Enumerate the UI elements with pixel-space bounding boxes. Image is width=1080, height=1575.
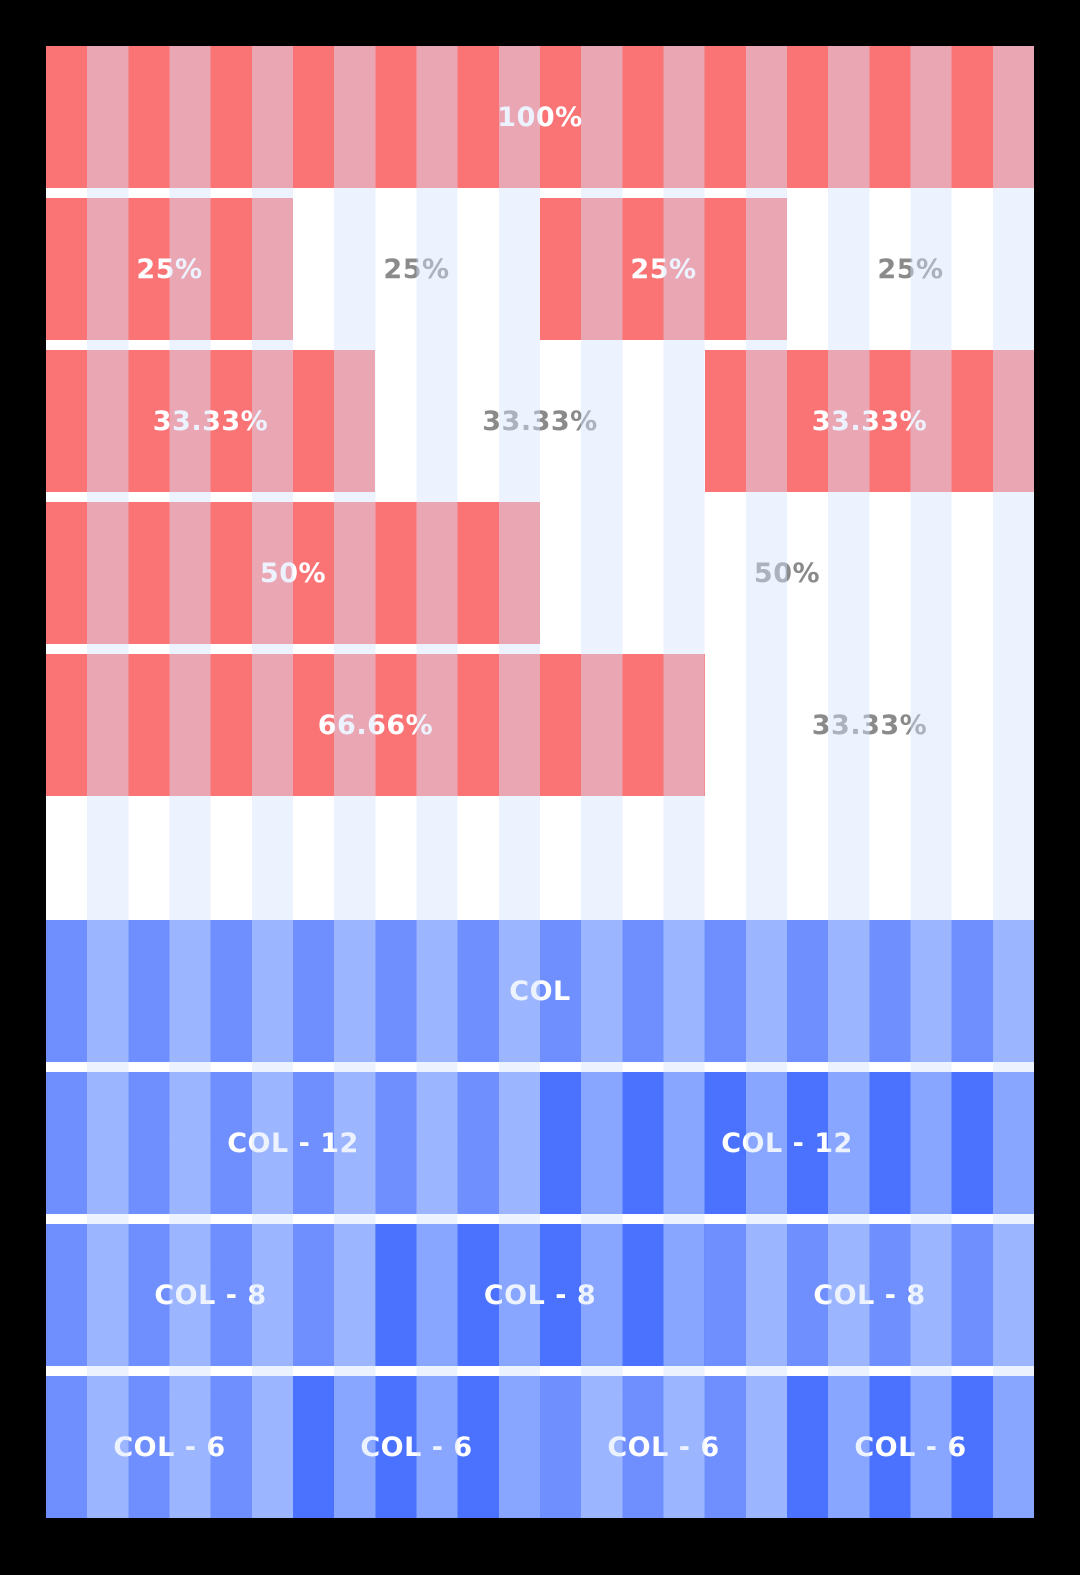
cell-label: 33.33% [811,405,928,437]
row-col-12: COL - 12 COL - 12 [46,1072,1034,1214]
cell-label: COL - 8 [813,1279,926,1311]
row-66-33: 66.66% 33.33% [46,654,1034,796]
cell-33-percent-filled: 33.33% [705,350,1034,492]
cell-label: 25% [383,253,450,285]
cell-label: 33.33% [152,405,269,437]
cell-25-percent-empty: 25% [293,198,540,340]
cell-label: COL [509,975,571,1007]
cell-33-percent-empty: 33.33% [705,654,1034,796]
cell-label: COL - 6 [113,1431,226,1463]
cell-label: 25% [630,253,697,285]
cell-label: COL - 6 [360,1431,473,1463]
cell-label: COL - 6 [607,1431,720,1463]
cell-label: COL - 8 [154,1279,267,1311]
cell-label: 33.33% [482,405,598,437]
cell-66-percent-filled: 66.66% [46,654,705,796]
row-100: 100% [46,46,1034,188]
row-25: 25% 25% 25% 25% [46,198,1034,340]
cell-col-12: COL - 12 [46,1072,540,1214]
cell-25-percent-empty: 25% [787,198,1034,340]
cell-50-percent-empty: 50% [540,502,1034,644]
cell-col-6: COL - 6 [787,1376,1034,1518]
cell-label: 100% [497,101,583,133]
cell-col-6: COL - 6 [293,1376,540,1518]
cell-label: 50% [753,557,821,589]
cell-label: 25% [136,253,203,285]
cell-col-6: COL - 6 [540,1376,787,1518]
cell-col-8: COL - 8 [375,1224,705,1366]
cell-25-percent-filled: 25% [46,198,293,340]
row-33: 33.33% 33.33% 33.33% [46,350,1034,492]
row-col-6: COL - 6 COL - 6 COL - 6 COL - 6 [46,1376,1034,1518]
cell-col-8: COL - 8 [705,1224,1034,1366]
row-50: 50% 50% [46,502,1034,644]
cell-label: 66.66% [317,709,434,741]
cell-50-percent-filled: 50% [46,502,540,644]
cell-label: COL - 6 [854,1431,967,1463]
cell-label: COL - 12 [721,1127,853,1159]
cell-label: 25% [877,253,944,285]
grid-board: 100% 25% 25% 25% 25% 33.33% 33.33% 33.33… [46,46,1034,1518]
cell-label: 33.33% [811,709,928,741]
cell-25-percent-filled: 25% [540,198,787,340]
cell-100-percent: 100% [46,46,1034,188]
row-col: COL [46,920,1034,1062]
cell-33-percent-filled: 33.33% [46,350,375,492]
cell-col: COL [46,920,1034,1062]
cell-col-12: COL - 12 [540,1072,1034,1214]
cell-label: 50% [259,557,327,589]
cell-col-6: COL - 6 [46,1376,293,1518]
row-col-8: COL - 8 COL - 8 COL - 8 [46,1224,1034,1366]
cell-label: COL - 12 [227,1127,359,1159]
cell-33-percent-empty: 33.33% [375,350,705,492]
cell-col-8: COL - 8 [46,1224,375,1366]
cell-label: COL - 8 [483,1279,597,1311]
